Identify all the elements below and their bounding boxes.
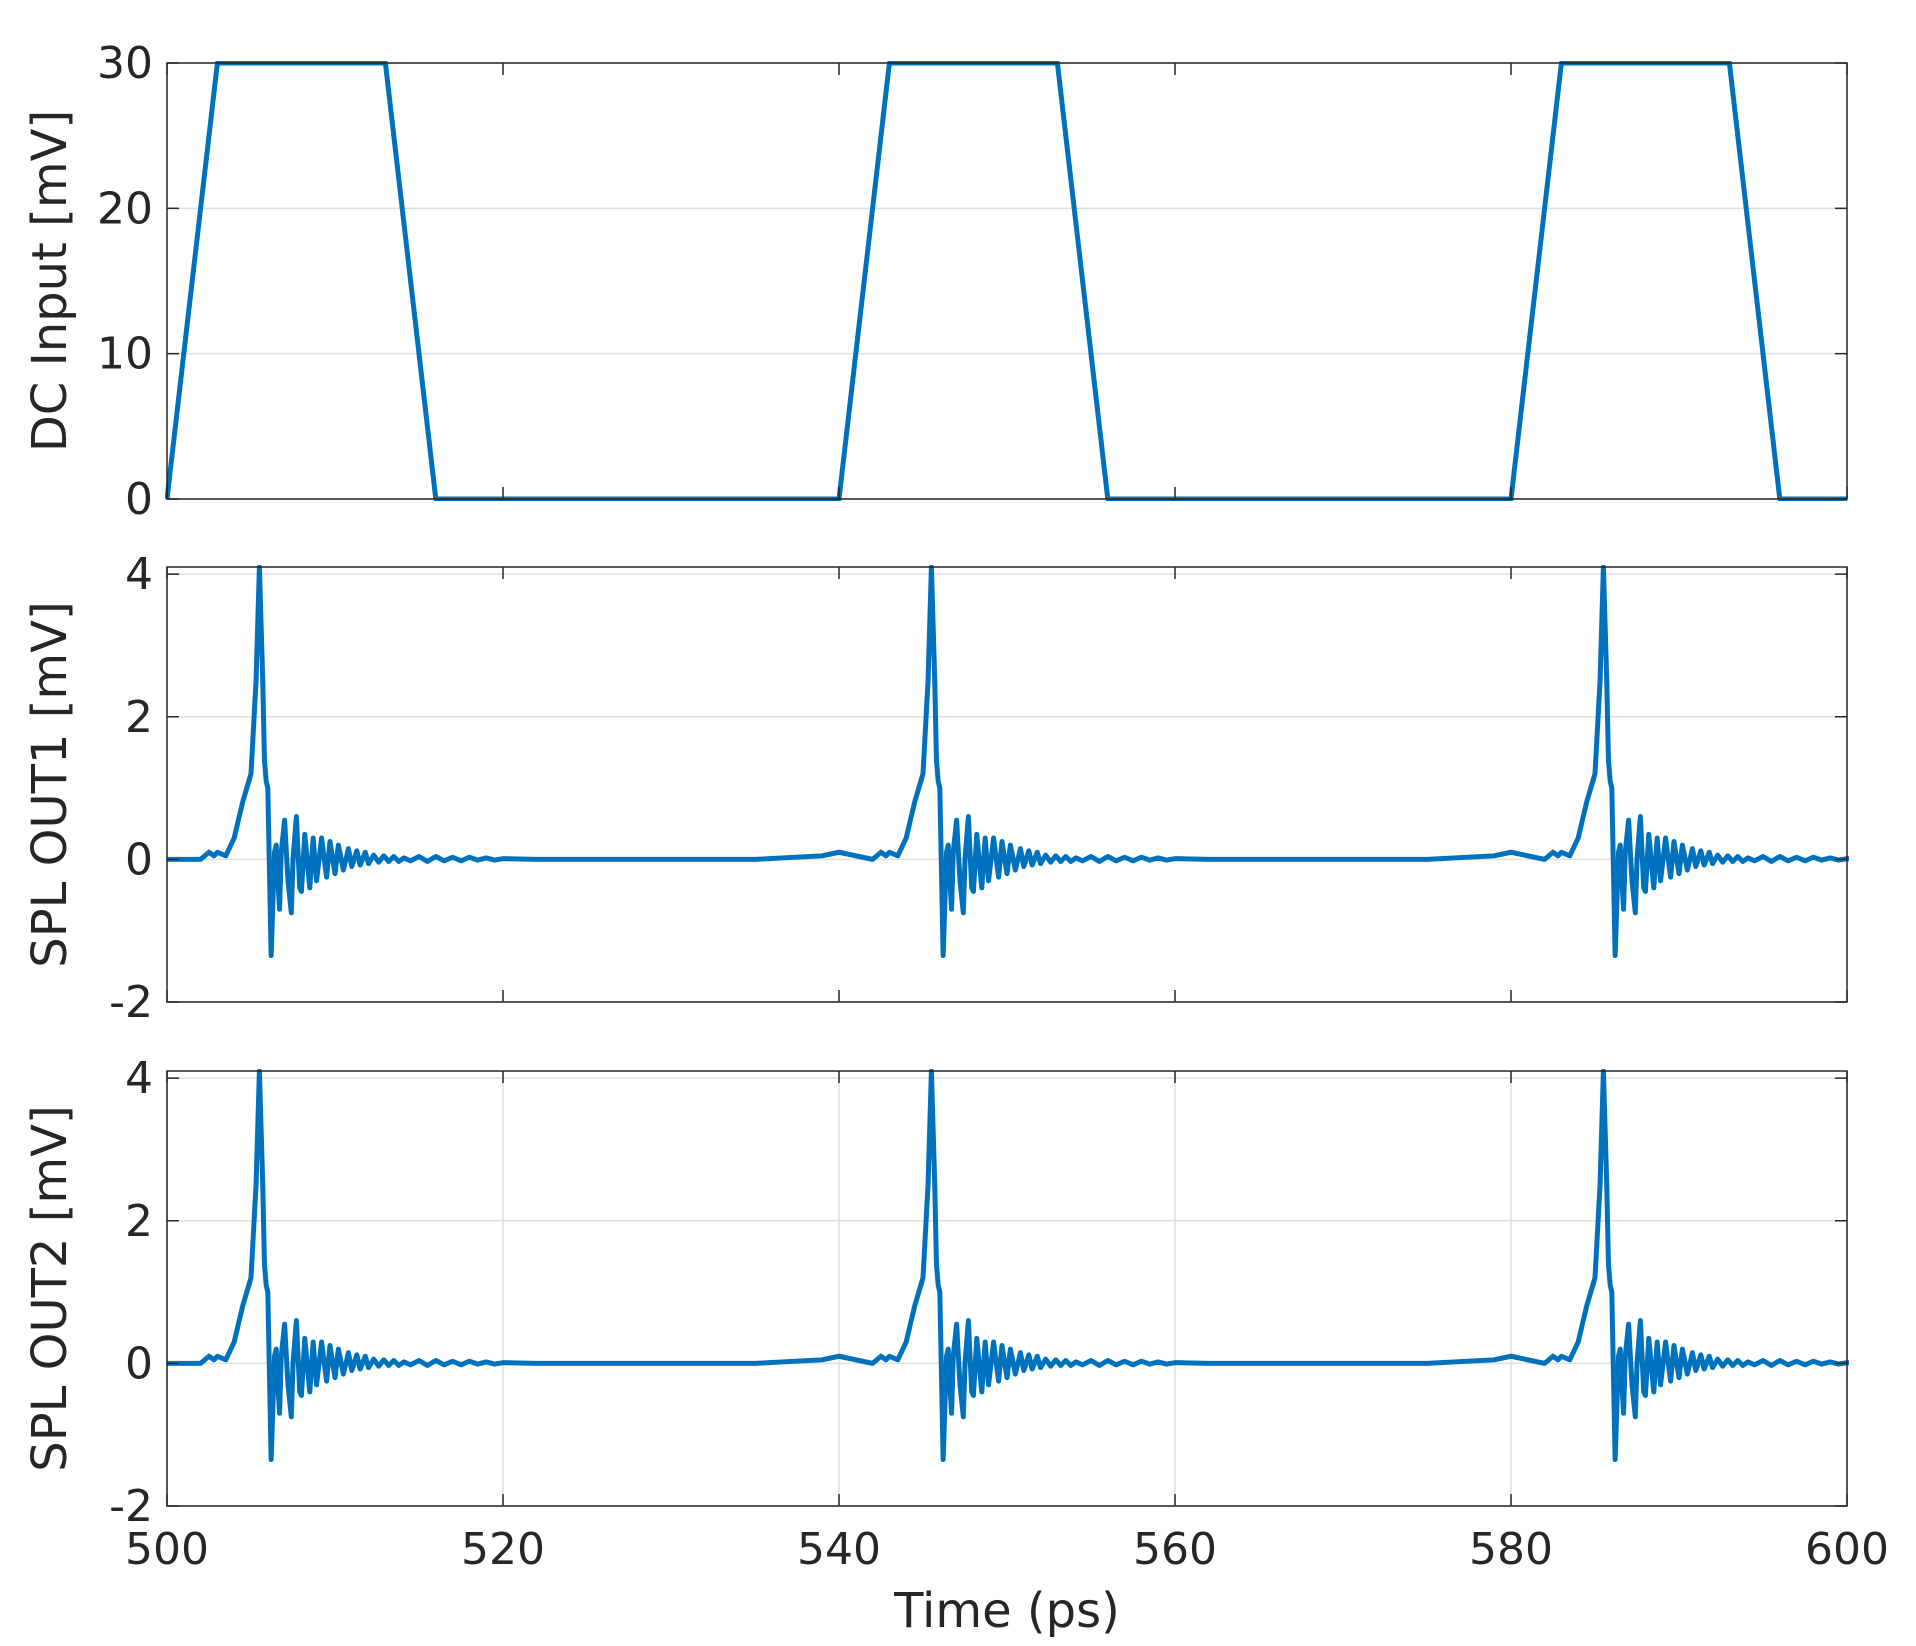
x-tick-label: 580 (1469, 1524, 1553, 1575)
panel-3: -2 0 2 4 500 520 540 560 580 600 SPL OUT2 [mV] Time… (22, 1053, 1889, 1639)
x-tick-label: 500 (125, 1524, 209, 1575)
x-tick-label: 560 (1133, 1524, 1217, 1575)
axes-box (166, 566, 1848, 1003)
y-tick-label: -2 (109, 1481, 153, 1532)
y-axis-label: SPL OUT1 [mV] (22, 601, 78, 968)
x-axis-label: Time (ps) (893, 1583, 1120, 1639)
axes-box (166, 62, 1848, 500)
x-tick-label: 520 (461, 1524, 545, 1575)
y-tick-label: -2 (109, 977, 153, 1028)
y-tick-label: 4 (125, 1053, 153, 1104)
y-tick-label: 30 (97, 38, 153, 89)
y-axis-label: SPL OUT2 [mV] (22, 1105, 78, 1472)
y-tick-label: 0 (125, 1338, 153, 1389)
y-axis-label: DC Input [mV] (22, 110, 78, 452)
axes-box (166, 1070, 1848, 1507)
y-tick-label: 0 (125, 834, 153, 885)
series-line (167, 565, 1849, 959)
x-tick-label: 600 (1805, 1524, 1889, 1575)
series-line (167, 1069, 1849, 1463)
y-tick-label: 10 (97, 329, 153, 380)
y-tick-label: 2 (125, 692, 153, 743)
y-tick-label: 0 (125, 474, 153, 525)
panel-2: -2 0 2 4 SPL OUT1 [mV] (22, 549, 1849, 1028)
y-tick-label: 2 (125, 1196, 153, 1247)
y-tick-label: 4 (125, 549, 153, 600)
x-tick-label: 540 (797, 1524, 881, 1575)
panel-1: 0 10 20 30 DC Input [mV] (22, 38, 1848, 525)
series-line (165, 61, 1847, 501)
y-tick-label: 20 (97, 183, 153, 234)
